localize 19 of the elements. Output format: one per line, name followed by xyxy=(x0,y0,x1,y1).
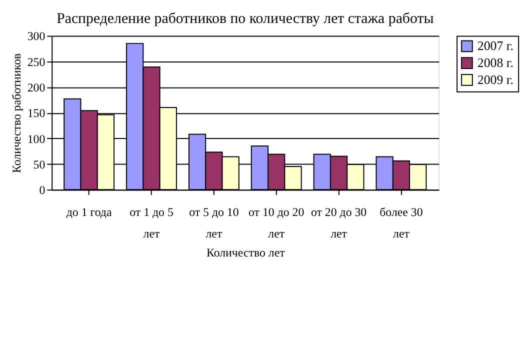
legend-label: 2007 г. xyxy=(477,39,514,54)
y-tick-label: 200 xyxy=(27,80,46,94)
y-tick-label: 100 xyxy=(27,132,46,146)
x-tick-label: более 30 лет xyxy=(380,204,423,241)
y-tick-label: 0 xyxy=(39,183,46,198)
x-axis-title: Количество лет xyxy=(206,246,286,260)
y-tick-label: 50 xyxy=(33,157,46,172)
x-tick-label: до 1 года xyxy=(66,204,112,219)
legend-label: 2009 г. xyxy=(477,72,514,87)
chart-title: Распределение работников по количеству лет стажа работы xyxy=(56,10,434,27)
x-tick-label: от 20 до 30 лет xyxy=(310,204,367,241)
x-tick-label: от 1 до 5 лет xyxy=(130,204,174,241)
legend-label: 2008 г. xyxy=(477,56,514,70)
x-tick-label: от 10 до 20 лет xyxy=(248,204,304,241)
y-tick-label: 300 xyxy=(27,29,46,44)
y-tick-label: 250 xyxy=(27,54,46,69)
x-tick-label: от 5 до 10 лет xyxy=(189,204,239,241)
y-axis-title: Количество работников xyxy=(9,52,24,173)
y-tick-label: 150 xyxy=(27,106,46,120)
